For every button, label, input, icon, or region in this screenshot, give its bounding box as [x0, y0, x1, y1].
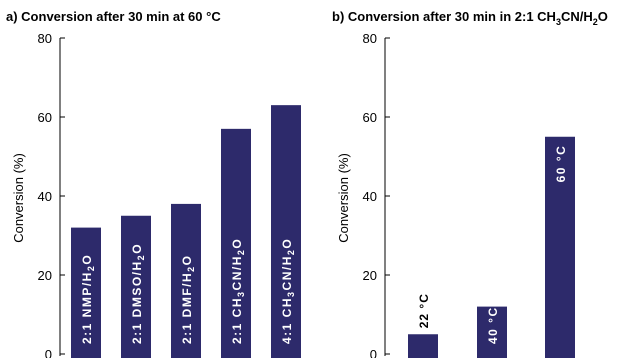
panel-a-bar-label: 2:1 DMSO/H2O: [130, 243, 146, 344]
panel-a-bar: [121, 215, 151, 358]
panel-b-bar: [545, 136, 575, 358]
panel-b-bar-label: 60 °C: [554, 145, 568, 183]
panel-b-y-tick-label: 60: [363, 110, 377, 125]
panel-b-bar: [408, 334, 438, 358]
panel-a-bar: [171, 203, 201, 358]
panel-a-y-tick-label: 0: [45, 347, 52, 358]
panel-a-y-axis-label: Conversion (%): [11, 153, 26, 243]
panel-a-y-tick-label: 40: [38, 189, 52, 204]
panel-a-bar-label: 2:1 CH3CN/H2O: [230, 238, 246, 344]
panel-a-y-tick-label: 80: [38, 31, 52, 46]
panel-a-bar: [71, 227, 101, 358]
panel-a-y-tick-label: 60: [38, 110, 52, 125]
panel-b-title: b) Conversion after 30 min in 2:1 CH3CN/…: [332, 9, 608, 27]
panel-b-y-tick-label: 0: [370, 347, 377, 358]
panel-a-y-tick-label: 20: [38, 268, 52, 283]
panel-a-bar-label: 4:1 CH3CN/H2O: [280, 238, 296, 344]
panel-b-bar-label: 40 °C: [486, 306, 500, 344]
panel-a-bar-label: 2:1 DMF/H2O: [180, 254, 196, 344]
panel-b: b) Conversion after 30 min in 2:1 CH3CN/…: [332, 9, 608, 358]
panel-b-y-tick-label: 80: [363, 31, 377, 46]
panel-b-bar: [477, 306, 507, 358]
panel-a-bar: [271, 105, 301, 358]
panel-a-bar: [221, 128, 251, 358]
panel-a: a) Conversion after 30 min at 60 °C Conv…: [6, 9, 301, 358]
panel-a-bar-label: 2:1 NMP/H2O: [80, 254, 96, 344]
panel-b-bar-label: 22 °C: [417, 293, 431, 328]
panel-b-y-tick-label: 40: [363, 189, 377, 204]
panel-a-title: a) Conversion after 30 min at 60 °C: [6, 9, 221, 24]
panel-b-y-axis-label: Conversion (%): [336, 153, 351, 243]
panel-b-y-tick-label: 20: [363, 268, 377, 283]
